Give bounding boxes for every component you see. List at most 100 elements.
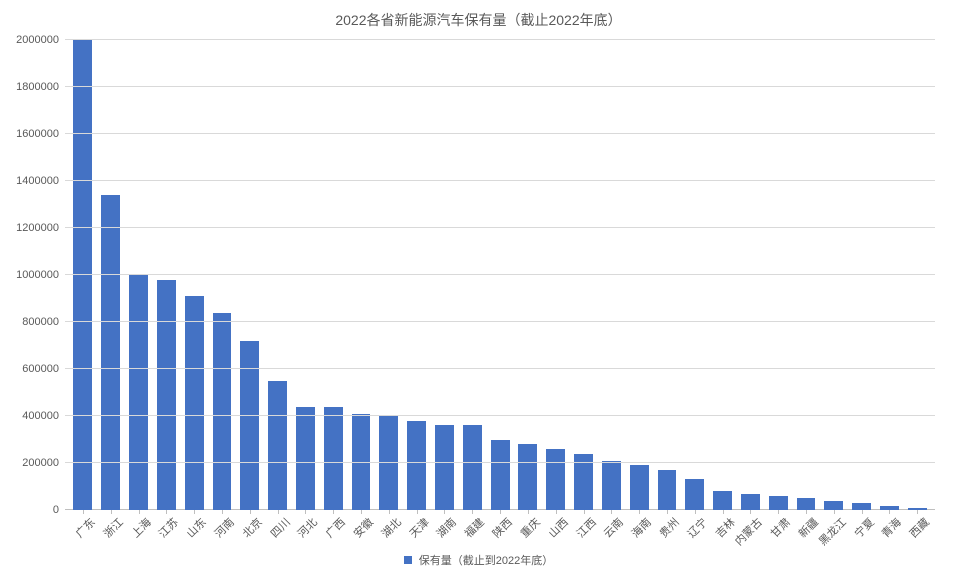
- y-tick-label: 1200000: [16, 222, 59, 234]
- gridline: [65, 133, 935, 134]
- x-tick-label: 天津: [403, 511, 433, 541]
- bar-slot: 西藏: [903, 40, 931, 510]
- y-tick-label: 1800000: [16, 81, 59, 93]
- bar: [129, 275, 148, 510]
- legend: 保有量（截止到2022年底）: [0, 552, 957, 568]
- chart-container: 2022各省新能源汽车保有量（截止2022年底） 广东浙江上海江苏山东河南北京四…: [0, 0, 957, 574]
- bar: [602, 461, 621, 510]
- bar: [157, 280, 176, 510]
- x-tick-label: 上海: [124, 511, 154, 541]
- bar-slot: 北京: [236, 40, 264, 510]
- x-tick-label: 江苏: [152, 511, 182, 541]
- bar: [769, 496, 788, 510]
- gridline: [65, 415, 935, 416]
- bar-slot: 湖北: [375, 40, 403, 510]
- x-tick-label: 山西: [542, 511, 572, 541]
- bar-slot: 广东: [69, 40, 97, 510]
- y-tick-label: 1400000: [16, 175, 59, 187]
- x-tick-label: 西藏: [903, 511, 933, 541]
- x-tick-label: 福建: [458, 511, 488, 541]
- x-tick-label: 浙江: [97, 511, 127, 541]
- bar-slot: 湖南: [431, 40, 459, 510]
- bar-slot: 安徽: [347, 40, 375, 510]
- bar: [630, 465, 649, 510]
- gridline: [65, 86, 935, 87]
- bar-slot: 吉林: [709, 40, 737, 510]
- y-tick-label: 200000: [22, 457, 59, 469]
- bar: [797, 498, 816, 510]
- x-tick-label: 重庆: [514, 511, 544, 541]
- gridline: [65, 180, 935, 181]
- x-tick-label: 山东: [180, 511, 210, 541]
- gridline: [65, 368, 935, 369]
- bar-slot: 贵州: [653, 40, 681, 510]
- bar-slot: 江苏: [152, 40, 180, 510]
- x-tick-label: 甘肃: [764, 511, 794, 541]
- gridline: [65, 462, 935, 463]
- x-tick-label: 辽宁: [681, 511, 711, 541]
- legend-label: 保有量（截止到2022年底）: [419, 555, 553, 567]
- x-tick-label: 江西: [569, 511, 599, 541]
- bar: [685, 479, 704, 510]
- x-tick-label: 安徽: [347, 511, 377, 541]
- bar: [852, 503, 871, 510]
- bar-slot: 陕西: [486, 40, 514, 510]
- bar: [73, 40, 92, 510]
- x-tick-label: 内蒙古: [728, 511, 765, 548]
- x-tick-label: 青海: [875, 511, 905, 541]
- bar: [518, 444, 537, 510]
- bar-slot: 福建: [458, 40, 486, 510]
- bar: [491, 440, 510, 511]
- x-tick-label: 广西: [319, 511, 349, 541]
- bar: [324, 407, 343, 510]
- x-tick-label: 湖南: [430, 511, 460, 541]
- bar: [824, 501, 843, 510]
- bar-slot: 广西: [319, 40, 347, 510]
- bar: [713, 491, 732, 510]
- bar-slot: 上海: [125, 40, 153, 510]
- bar: [185, 296, 204, 510]
- bar-slot: 内蒙古: [737, 40, 765, 510]
- x-tick-label: 海南: [625, 511, 655, 541]
- x-tick-label: 河南: [208, 511, 238, 541]
- bar-slot: 山西: [542, 40, 570, 510]
- x-tick-label: 贵州: [653, 511, 683, 541]
- bar-slot: 云南: [597, 40, 625, 510]
- bar: [379, 416, 398, 510]
- gridline: [65, 321, 935, 322]
- x-tick-label: 黑龙江: [812, 511, 849, 548]
- y-tick-label: 1600000: [16, 128, 59, 140]
- bar-slot: 重庆: [514, 40, 542, 510]
- y-tick-label: 0: [53, 504, 59, 516]
- x-tick-label: 河北: [291, 511, 321, 541]
- bar-slot: 甘肃: [764, 40, 792, 510]
- x-tick-label: 四川: [263, 511, 293, 541]
- y-tick-label: 400000: [22, 410, 59, 422]
- y-tick-label: 600000: [22, 363, 59, 375]
- x-tick-label: 广东: [69, 511, 99, 541]
- bar-slot: 河南: [208, 40, 236, 510]
- bar: [407, 421, 426, 510]
- bar-slot: 宁夏: [848, 40, 876, 510]
- bar: [240, 341, 259, 510]
- bar: [658, 470, 677, 510]
- bar-slot: 江西: [570, 40, 598, 510]
- gridline: [65, 227, 935, 228]
- x-tick-label: 陕西: [486, 511, 516, 541]
- bar-slot: 河北: [292, 40, 320, 510]
- bar-slot: 天津: [403, 40, 431, 510]
- bar: [435, 425, 454, 510]
- bars-group: 广东浙江上海江苏山东河南北京四川河北广西安徽湖北天津湖南福建陕西重庆山西江西云南…: [65, 40, 935, 510]
- gridline: [65, 39, 935, 40]
- bar: [213, 313, 232, 510]
- x-tick-label: 宁夏: [848, 511, 878, 541]
- bar-slot: 海南: [625, 40, 653, 510]
- bar-slot: 浙江: [97, 40, 125, 510]
- gridline: [65, 274, 935, 275]
- bar: [741, 494, 760, 510]
- legend-swatch: [404, 556, 412, 564]
- bar: [463, 425, 482, 510]
- y-tick-label: 2000000: [16, 34, 59, 46]
- bar-slot: 青海: [876, 40, 904, 510]
- x-tick-label: 云南: [597, 511, 627, 541]
